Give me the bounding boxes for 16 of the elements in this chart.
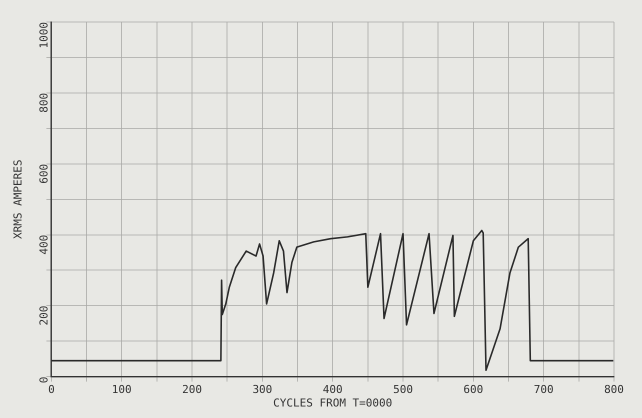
x-tick-label: 700	[534, 383, 554, 396]
y-tick-label: 400	[37, 234, 50, 255]
y-tick-label: 0	[37, 376, 50, 384]
x-tick-label: 800	[604, 383, 624, 396]
x-tick-label: 200	[182, 383, 202, 396]
x-axis-title: CYCLES FROM T=0000	[273, 396, 392, 410]
y-tick-label: 600	[37, 164, 50, 184]
x-tick-label: 100	[112, 383, 132, 396]
y-tick-label: 200	[37, 306, 50, 326]
x-tick-label: 400	[322, 383, 343, 396]
x-tick-label: 600	[463, 383, 484, 396]
x-tick-label: 500	[393, 383, 413, 396]
y-axis-title: XRMS AMPERES	[11, 160, 24, 240]
x-tick-label: 300	[252, 383, 272, 396]
y-tick-label: 800	[37, 92, 50, 113]
y-tick-label: 1000	[37, 22, 50, 48]
